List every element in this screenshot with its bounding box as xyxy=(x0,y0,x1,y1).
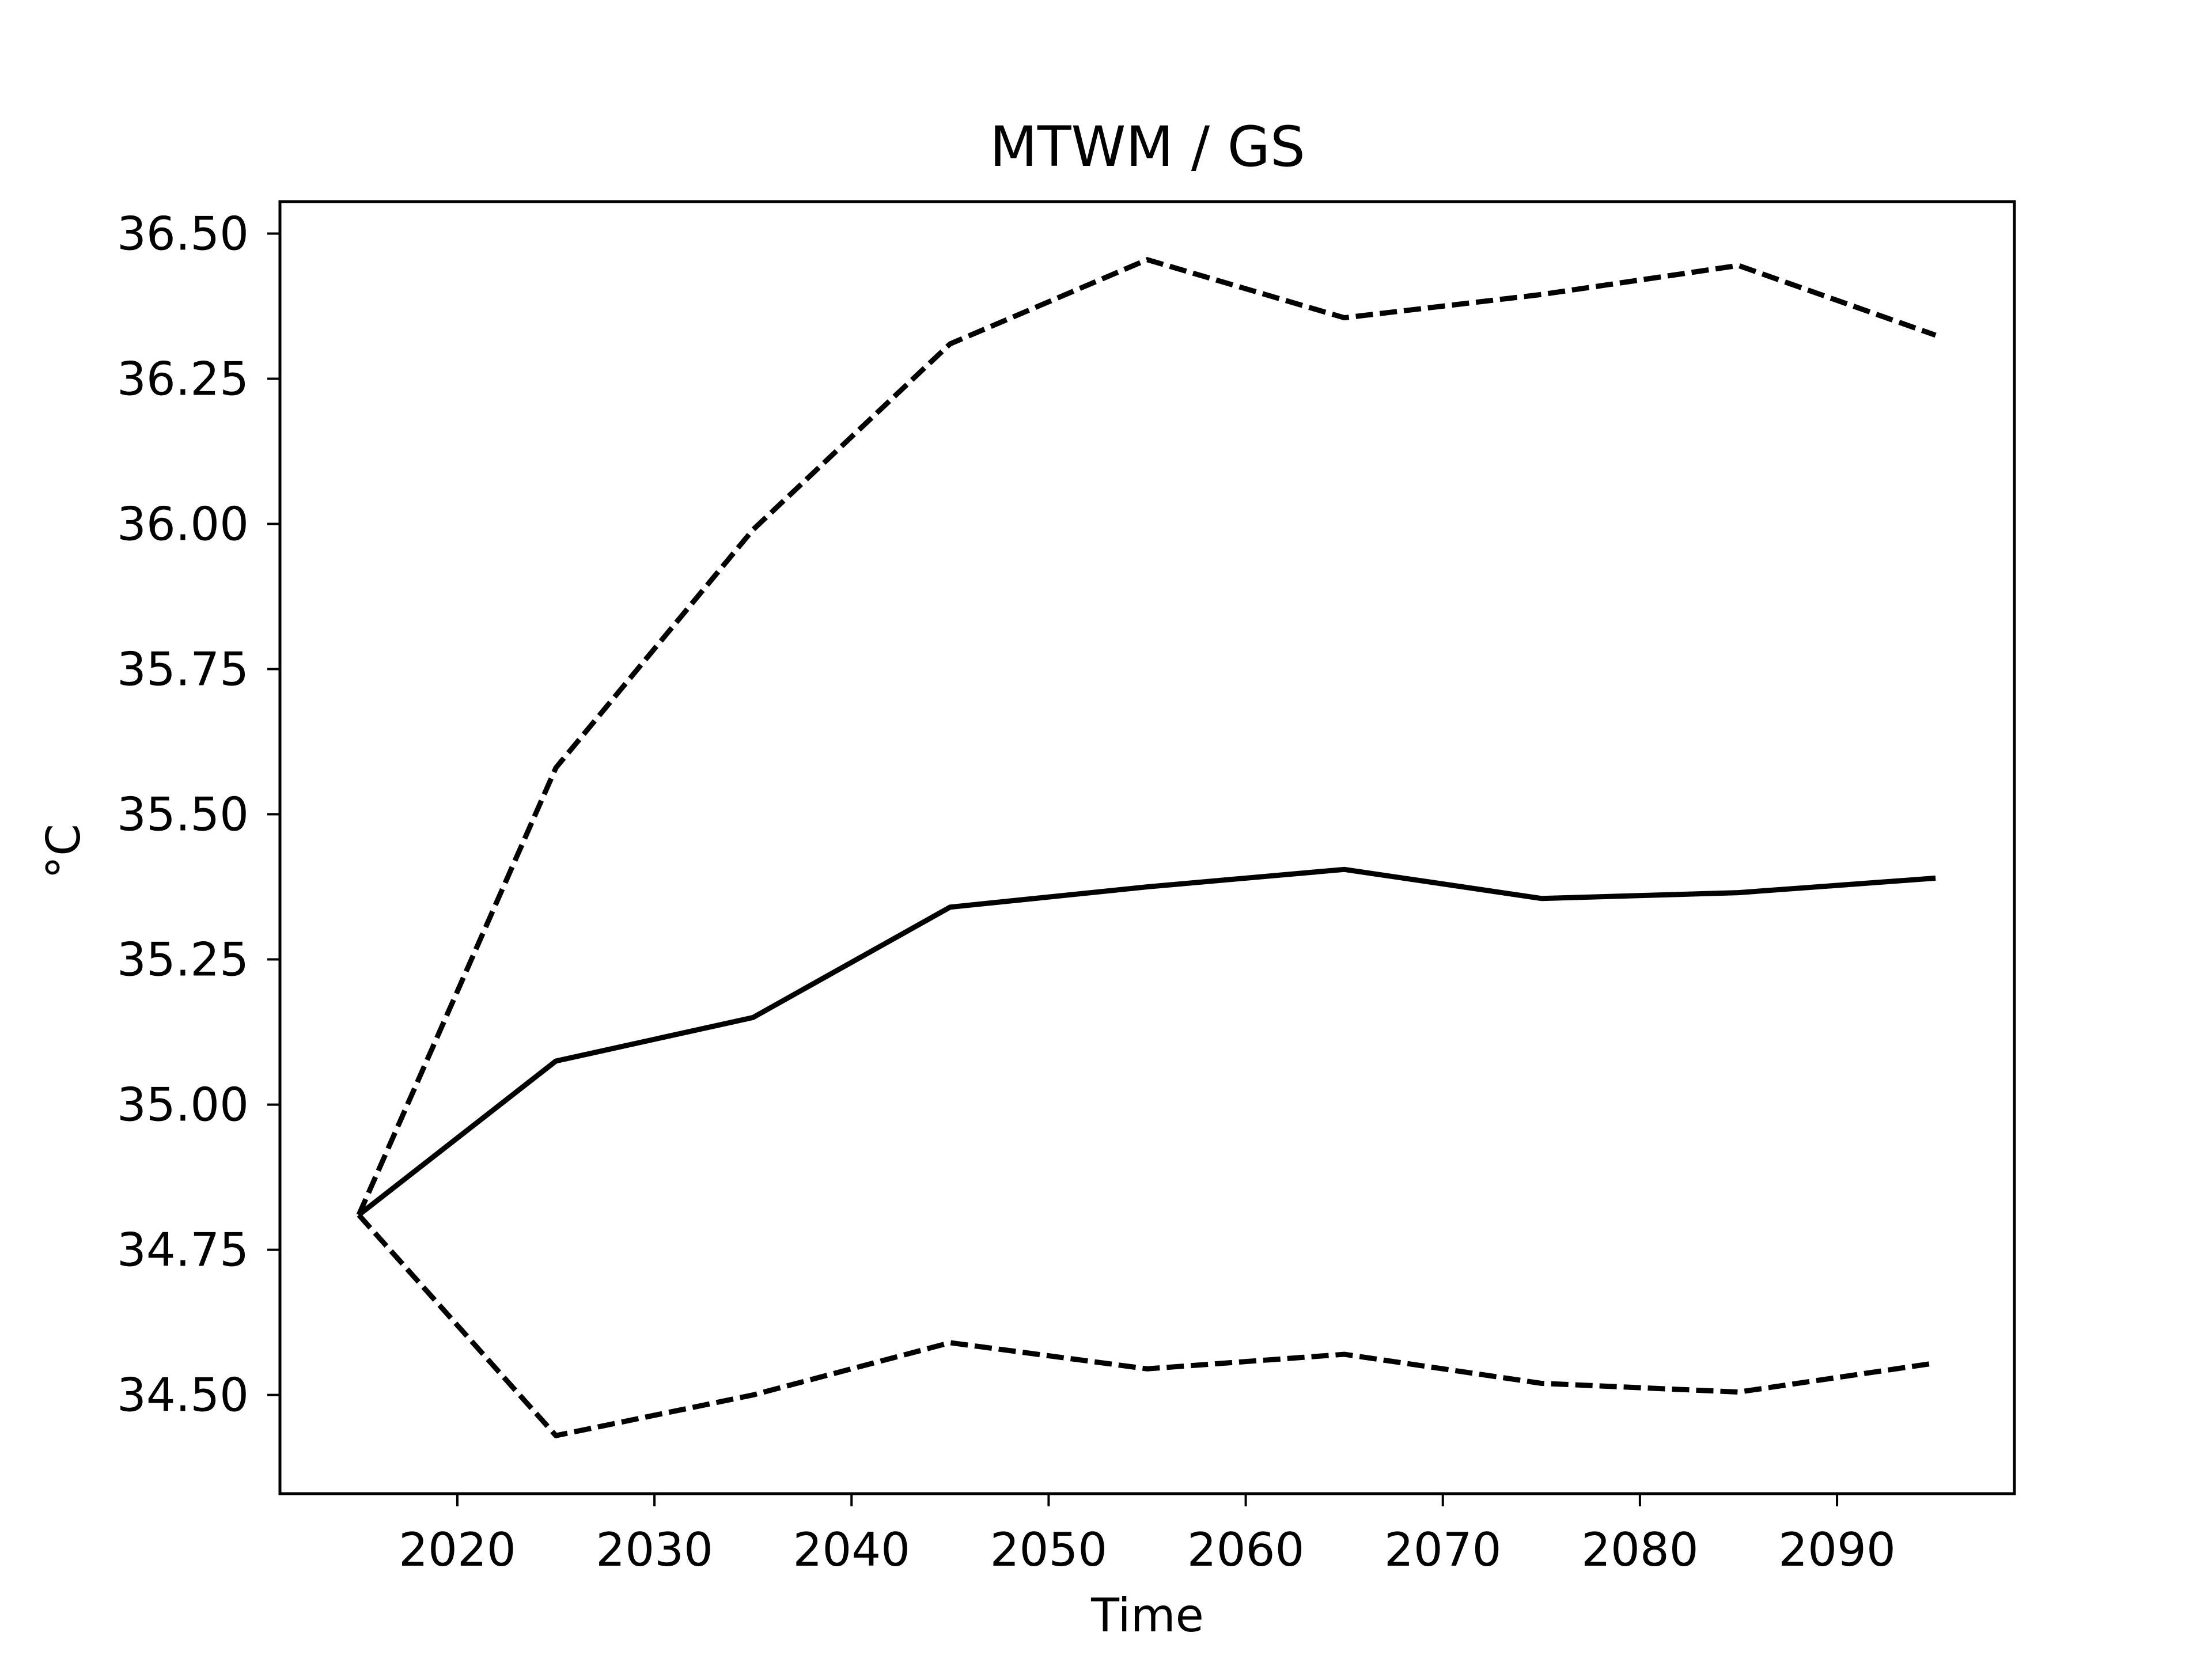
series-line-3 xyxy=(357,1213,1936,1438)
x-tick-label-8: 2090 xyxy=(1778,1523,1896,1577)
x-tick-label-7: 2080 xyxy=(1581,1523,1699,1577)
x-tick-label-5: 2060 xyxy=(1187,1523,1305,1577)
x-tick-label-2: 2030 xyxy=(596,1523,713,1577)
y-tick-label-4: 35.25 xyxy=(117,933,249,987)
y-axis-label: °C xyxy=(37,824,90,879)
y-tick-label-2: 34.75 xyxy=(117,1224,249,1277)
y-tick-label-5: 35.50 xyxy=(117,788,249,842)
x-tick-label-1: 2020 xyxy=(399,1523,516,1577)
series-line-2 xyxy=(356,257,1937,1216)
series-line-1 xyxy=(357,866,1936,1217)
plot-area: 2020 2030 2040 2050 2060 2070 2080 2090 34.50 34.… xyxy=(117,200,2016,1577)
x-axis-label: Time xyxy=(1090,1589,1204,1642)
x-tick-label-3: 2040 xyxy=(793,1523,910,1577)
y-tick-label-3: 35.00 xyxy=(117,1078,249,1132)
x-tick-label-4: 2050 xyxy=(990,1523,1108,1577)
plot-frame xyxy=(278,200,2016,1495)
y-tick-label-8: 36.25 xyxy=(117,352,249,406)
y-tick-label-9: 36.50 xyxy=(117,207,249,260)
y-tick-label-1: 34.50 xyxy=(117,1369,249,1422)
x-tick-label-6: 2070 xyxy=(1384,1523,1502,1577)
chart-title: MTWM / GS xyxy=(990,115,1305,179)
y-tick-label-6: 35.75 xyxy=(117,643,249,696)
y-tick-label-7: 36.00 xyxy=(117,497,249,551)
